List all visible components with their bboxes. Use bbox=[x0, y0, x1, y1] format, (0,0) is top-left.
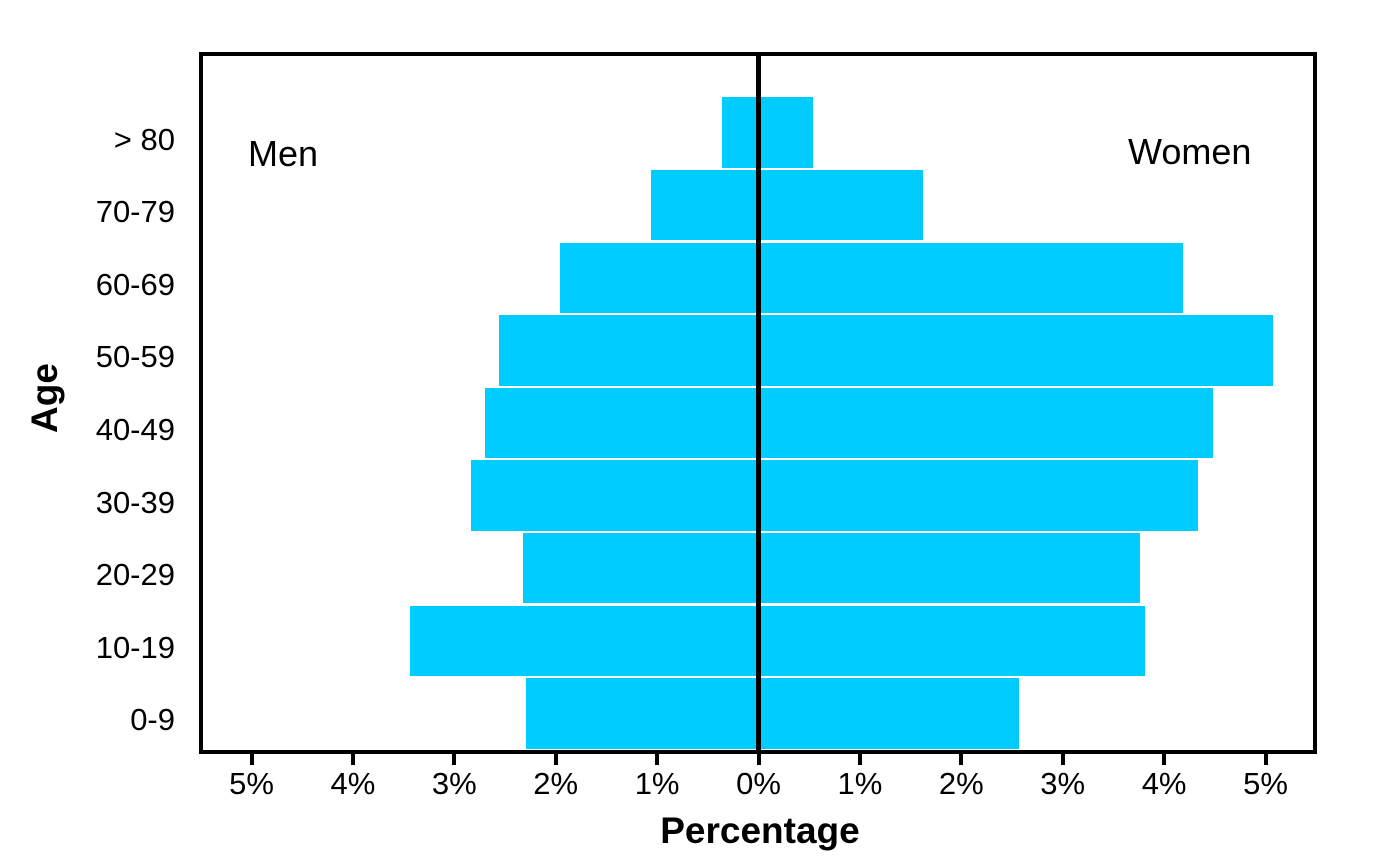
x-axis-tick-0 bbox=[249, 754, 254, 765]
x-axis-tick-1 bbox=[350, 754, 355, 765]
zero-axis-line bbox=[756, 52, 761, 754]
x-axis-title: Percentage bbox=[660, 810, 860, 851]
age-tick-label-20-29: 20-29 bbox=[95, 557, 175, 593]
age-tick-label-0-9: 0-9 bbox=[130, 702, 175, 738]
bar-men-30-39 bbox=[470, 460, 759, 531]
x-axis-tick-6 bbox=[857, 754, 862, 765]
x-axis-tick-label-0: 5% bbox=[229, 766, 274, 801]
bar-men-80 bbox=[721, 97, 759, 168]
x-axis-tick-label-8: 3% bbox=[1040, 766, 1086, 801]
bar-women-60-69 bbox=[758, 242, 1184, 313]
x-axis-tick-label-7: 2% bbox=[938, 766, 984, 801]
bar-women-10-19 bbox=[758, 605, 1145, 676]
bar-men-0-9 bbox=[526, 678, 759, 749]
bar-women-50-59 bbox=[758, 315, 1273, 386]
age-tick-label-10-19: 10-19 bbox=[95, 629, 175, 665]
x-axis-tick-10 bbox=[1263, 754, 1268, 765]
bar-men-20-29 bbox=[523, 532, 759, 604]
age-tick-label-40-49: 40-49 bbox=[95, 411, 175, 447]
x-axis-tick-9 bbox=[1162, 754, 1167, 765]
x-axis-tick-label-1: 4% bbox=[330, 766, 376, 801]
bar-men-10-19 bbox=[409, 605, 759, 676]
x-axis-tick-8 bbox=[1060, 754, 1065, 765]
x-axis-tick-label-4: 1% bbox=[634, 766, 680, 801]
men-series-label: Men bbox=[248, 133, 319, 174]
age-tick-label-60-69: 60-69 bbox=[95, 266, 175, 302]
x-axis-tick-label-2: 3% bbox=[431, 766, 477, 801]
women-series-label: Women bbox=[1128, 131, 1252, 172]
x-axis-tick-7 bbox=[959, 754, 964, 765]
x-axis-tick-4 bbox=[655, 754, 660, 765]
bar-women-0-9 bbox=[758, 678, 1020, 749]
bar-men-60-69 bbox=[559, 242, 759, 313]
bar-women-30-39 bbox=[758, 460, 1198, 531]
bar-men-40-49 bbox=[484, 387, 759, 459]
bar-women-20-29 bbox=[758, 532, 1140, 604]
age-tick-label-50-59: 50-59 bbox=[95, 339, 175, 375]
x-axis-tick-label-9: 4% bbox=[1141, 766, 1187, 801]
bar-women-70-79 bbox=[758, 169, 923, 241]
age-tick-label-30-39: 30-39 bbox=[95, 484, 175, 520]
bar-women-80 bbox=[758, 97, 814, 168]
y-axis-title: Age bbox=[24, 363, 65, 433]
x-axis-tick-5 bbox=[756, 754, 761, 765]
bar-men-70-79 bbox=[651, 169, 759, 241]
x-axis-tick-label-10: 5% bbox=[1243, 766, 1288, 801]
x-axis-tick-label-5: 0% bbox=[736, 766, 781, 801]
x-axis-tick-3 bbox=[553, 754, 558, 765]
bar-men-50-59 bbox=[498, 315, 759, 386]
x-axis-tick-2 bbox=[452, 754, 457, 765]
x-axis-tick-label-3: 2% bbox=[533, 766, 579, 801]
bar-women-40-49 bbox=[758, 387, 1213, 459]
age-tick-label-80: > 80 bbox=[113, 121, 175, 157]
age-tick-label-70-79: 70-79 bbox=[95, 194, 175, 230]
x-axis-tick-label-6: 1% bbox=[837, 766, 883, 801]
